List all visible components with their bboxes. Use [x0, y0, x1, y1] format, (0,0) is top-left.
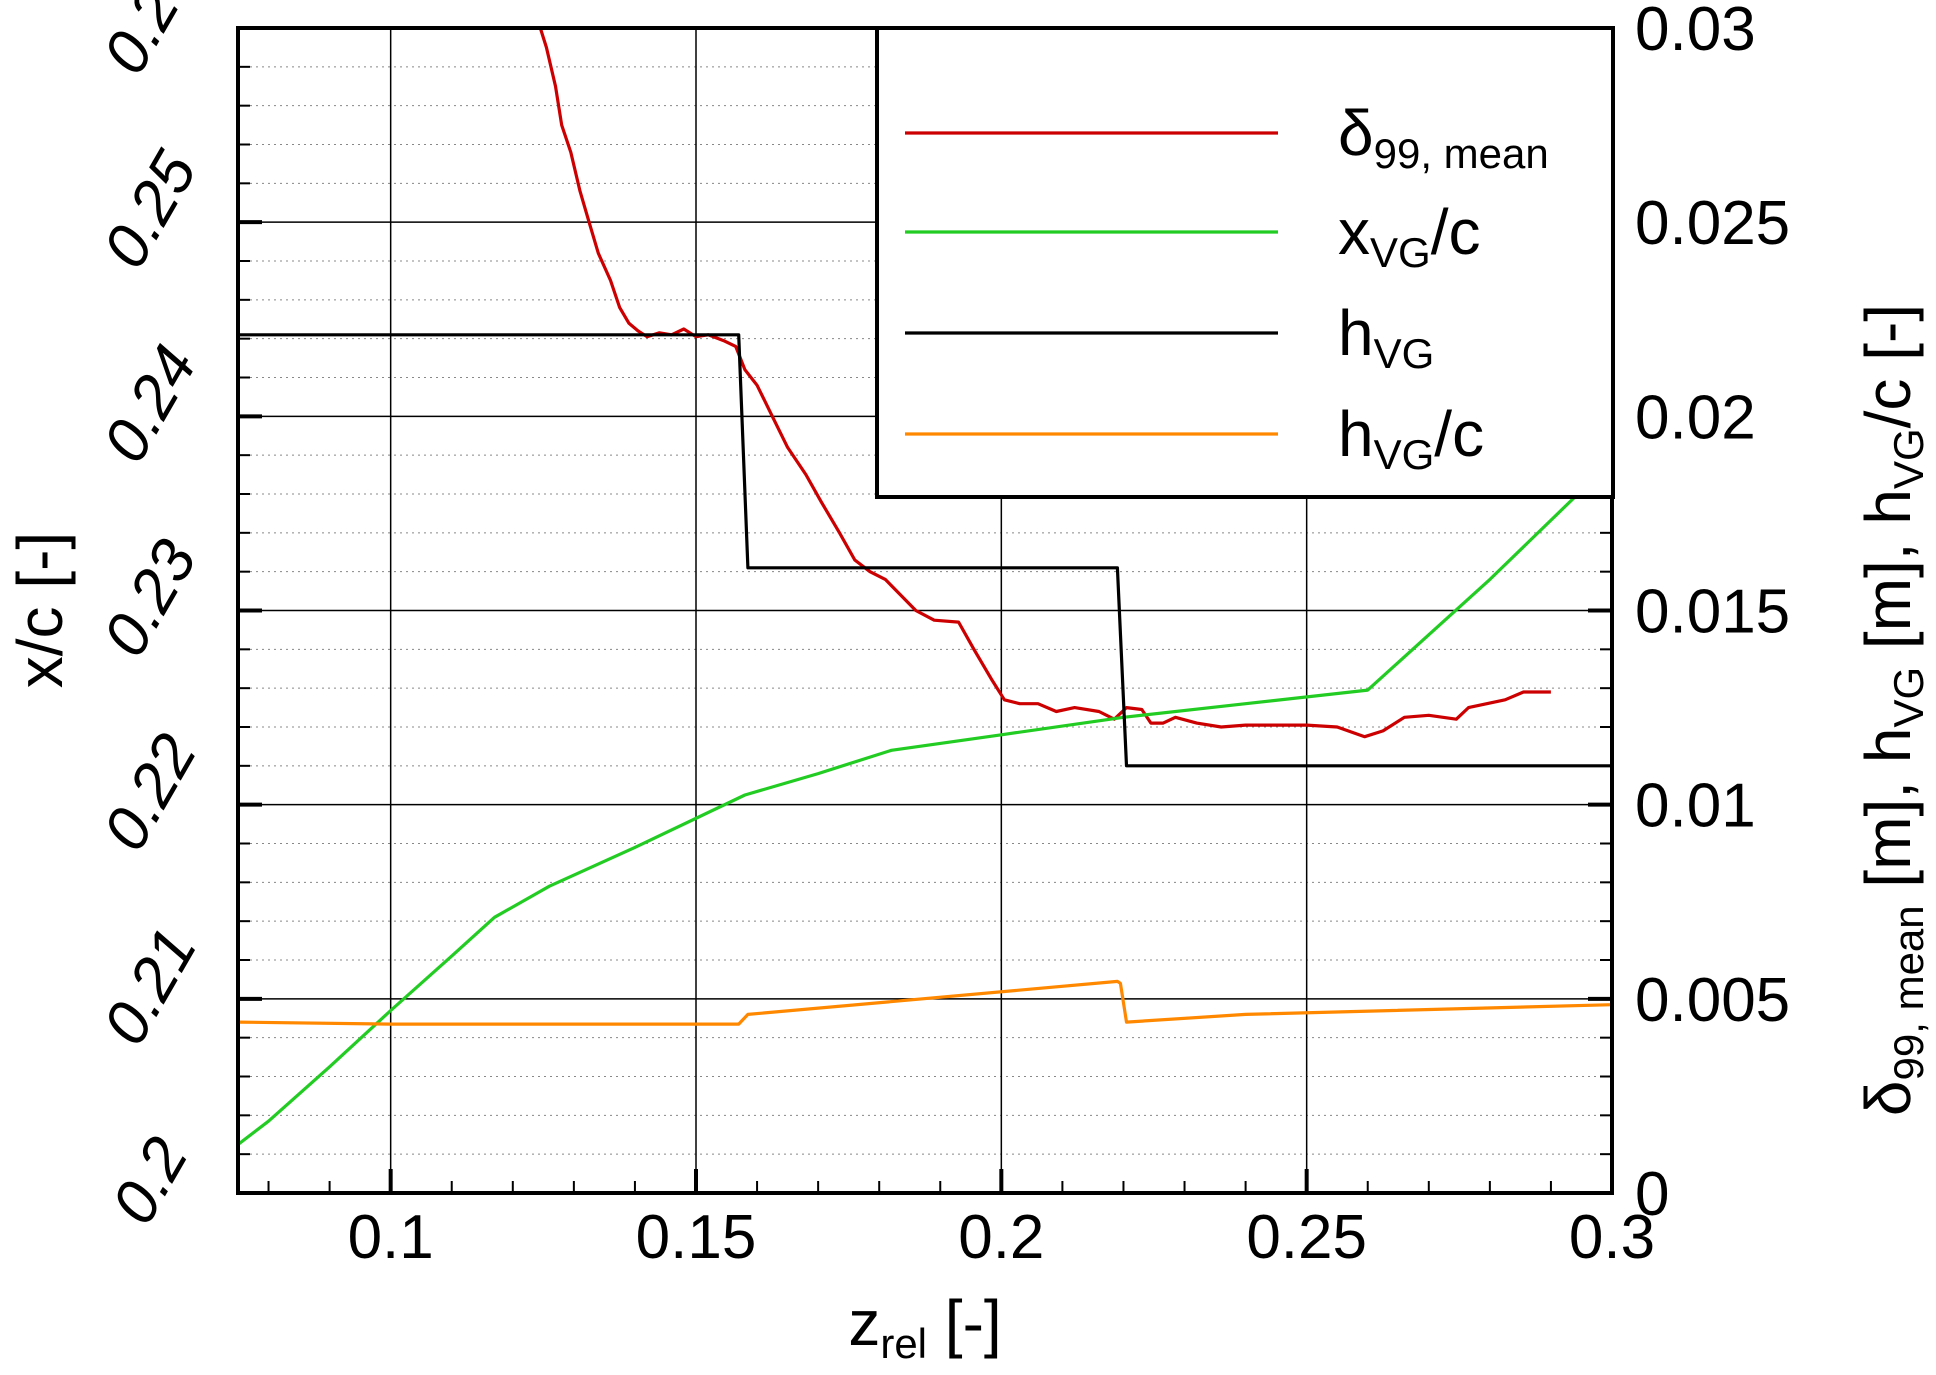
y-left-axis-title: x/c [-] [4, 532, 76, 688]
y-left-tick-label: 0.24 [90, 335, 210, 474]
x-tick-label: 0.15 [636, 1203, 757, 1272]
legend-label-2: xVG/c [1338, 196, 1480, 276]
series-line-3 [238, 333, 1612, 768]
x-tick-label: 0.3 [1569, 1203, 1655, 1272]
y-right-tick-label: 0 [1635, 1160, 1669, 1229]
y-left-tick-label: 0.23 [90, 529, 210, 668]
x-axis-title: zrel [-] [848, 1287, 1001, 1367]
y-left-tick-label: 0.26 [90, 0, 210, 85]
y-left-tick-label: 0.2 [99, 1126, 202, 1235]
series-line-2 [237, 459, 1614, 1146]
y-left-tick-label: 0.22 [90, 723, 210, 862]
y-left-tick-label: 0.25 [90, 140, 210, 279]
legend-label-1: δ99, mean [1338, 97, 1549, 177]
x-tick-label: 0.2 [958, 1203, 1044, 1272]
x-tick-label: 0.1 [348, 1203, 434, 1272]
series-line-4 [237, 979, 1613, 1026]
y-right-tick-label: 0.015 [1635, 578, 1790, 647]
y-right-tick-label: 0.03 [1635, 0, 1756, 64]
y-right-tick-label: 0.005 [1635, 966, 1790, 1035]
y-right-tick-label: 0.02 [1635, 383, 1756, 452]
legend-label-3: hVG [1338, 297, 1434, 377]
y-right-axis-title: δ99, mean [m], hVG [m], hVG/c [-] [1852, 304, 1932, 1116]
y-right-tick-label: 0.01 [1635, 772, 1756, 841]
y-left-tick-label: 0.21 [90, 917, 210, 1056]
series-layer [237, 27, 1614, 1146]
legend-box [875, 26, 1615, 499]
legend: δ99, mean xVG/c hVG hVG/c [875, 26, 1615, 499]
x-tick-label: 0.25 [1246, 1203, 1367, 1272]
legend-label-4: hVG/c [1338, 398, 1484, 478]
series-line-1 [538, 27, 1551, 739]
y-right-tick-label: 0.025 [1635, 189, 1790, 258]
